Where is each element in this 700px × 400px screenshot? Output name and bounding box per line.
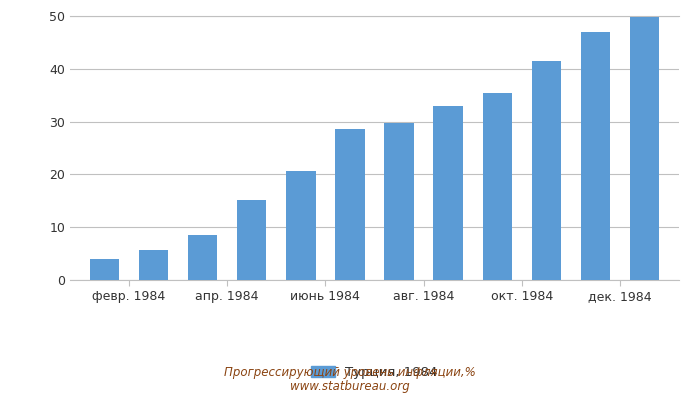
Text: www.statbureau.org: www.statbureau.org: [290, 380, 410, 393]
Bar: [286, 171, 316, 280]
Bar: [237, 200, 267, 280]
Bar: [90, 260, 119, 280]
Bar: [384, 123, 414, 280]
Text: Прогрессирующий уровень инфляции,%: Прогрессирующий уровень инфляции,%: [224, 366, 476, 379]
Bar: [139, 250, 168, 280]
Bar: [581, 32, 610, 280]
Bar: [433, 106, 463, 280]
Bar: [335, 129, 365, 280]
Bar: [532, 61, 561, 280]
Bar: [188, 235, 217, 280]
Legend: Турция, 1984: Турция, 1984: [306, 360, 443, 384]
Bar: [630, 16, 659, 280]
Bar: [482, 92, 512, 280]
